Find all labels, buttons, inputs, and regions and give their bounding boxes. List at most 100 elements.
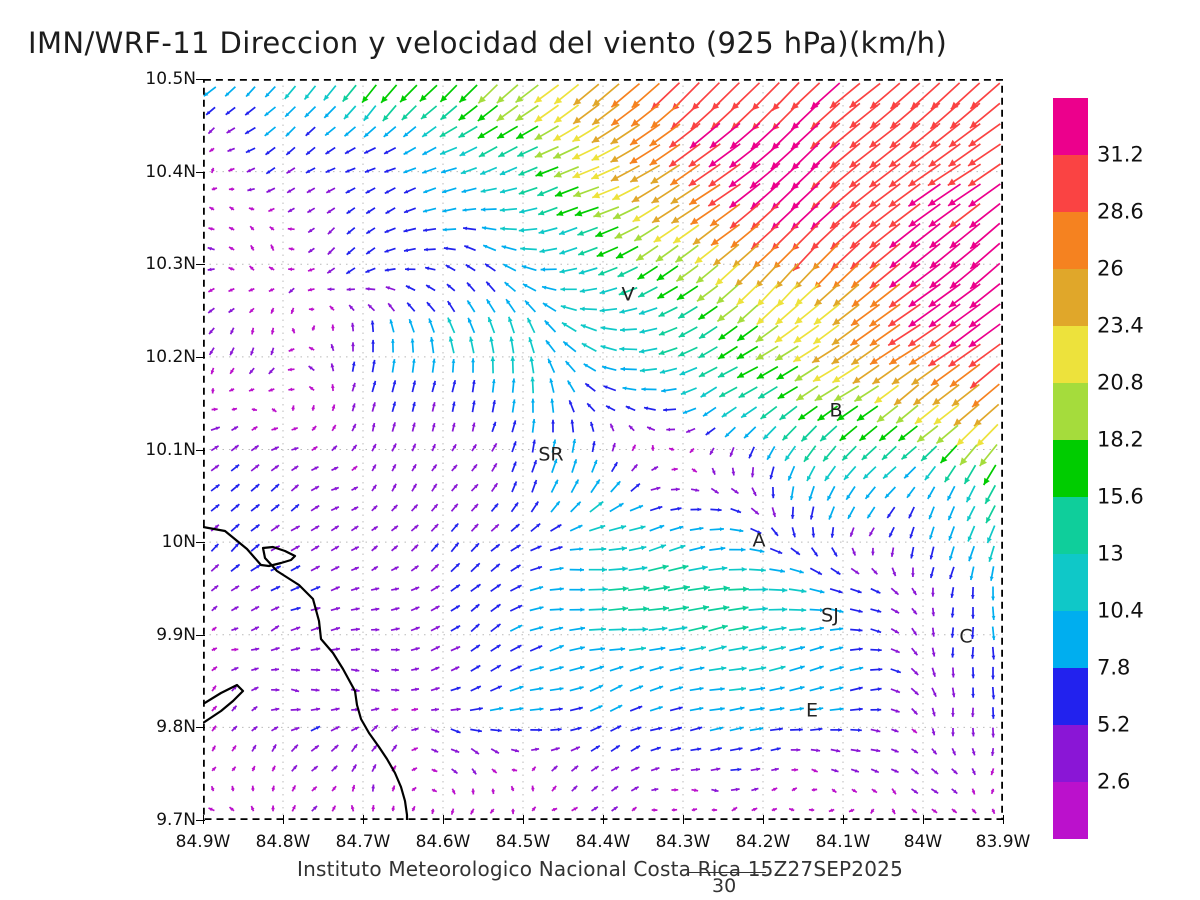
wind-vector-arrow (755, 345, 779, 361)
wind-vector-arrow (774, 345, 799, 362)
wind-vector-arrow (869, 323, 901, 347)
wind-vector-arrow (230, 563, 241, 572)
wind-vector-arrow (291, 427, 298, 431)
wind-vector-arrow (208, 227, 215, 231)
wind-vector-arrow (270, 347, 275, 356)
y-axis-tick-label: 10N (161, 532, 196, 553)
wind-vector-arrow (471, 379, 476, 393)
wind-vector-arrow (390, 525, 399, 532)
wind-vector-arrow (466, 299, 476, 313)
wind-vector-arrow (288, 267, 295, 272)
wind-vector-arrow (496, 84, 519, 104)
wind-vector-arrow (371, 402, 376, 412)
wind-vector-arrow (591, 459, 598, 473)
wind-vector-arrow (790, 547, 801, 556)
wind-vector-arrow (250, 585, 261, 592)
wind-vector-arrow (303, 85, 317, 101)
wind-vector-arrow (812, 324, 840, 345)
y-axis-tick-mark (196, 171, 205, 173)
y-axis-tick-label: 10.1N (145, 439, 196, 460)
wind-vector-arrow (345, 267, 356, 275)
wind-vector-arrow (847, 506, 856, 520)
colorbar-tick-label: 20.8 (1097, 370, 1144, 395)
wind-vector-arrow (208, 347, 215, 356)
wind-vector-arrow (612, 205, 640, 220)
wind-vector-arrow (343, 105, 357, 120)
wind-vector-arrow (250, 523, 261, 532)
wind-vector-arrow (788, 607, 807, 613)
wind-vector-arrow (680, 387, 697, 396)
x-axis-tick-label: 84.8W (255, 832, 311, 852)
wind-vector-arrow (708, 645, 727, 652)
wind-vector-arrow (628, 626, 648, 632)
wind-vector-arrow (588, 567, 607, 573)
wind-vector-arrow (305, 167, 316, 174)
wind-vector-arrow (569, 567, 585, 572)
wind-vector-arrow (210, 464, 220, 472)
wind-vector-arrow (361, 84, 377, 104)
wind-vector-arrow (229, 347, 235, 356)
wind-vector-arrow (530, 501, 540, 513)
colorbar-band (1053, 725, 1088, 782)
wind-vector-arrow (813, 283, 840, 307)
wind-vector-arrow (643, 406, 656, 411)
wind-vector-arrow (826, 485, 836, 501)
wind-vector-arrow (210, 524, 220, 532)
wind-vector-arrow (850, 567, 860, 575)
x-axis-tick-mark (683, 815, 684, 824)
colorbar-band (1053, 668, 1088, 725)
wind-vector-arrow (431, 358, 436, 373)
wind-vector-arrow (230, 483, 240, 492)
wind-vector-arrow (346, 246, 356, 256)
wind-vector-arrow (509, 624, 523, 632)
x-axis-tick-label: 84.2W (735, 832, 791, 852)
wind-vector-arrow (463, 245, 476, 252)
wind-vector-arrow (529, 356, 535, 374)
wind-vector-arrow (507, 316, 516, 334)
wind-vector-arrow (864, 486, 876, 500)
wind-vector-arrow (708, 163, 741, 188)
wind-vector-arrow (968, 303, 1001, 328)
wind-vector-arrow (245, 86, 256, 98)
wind-vector-arrow (628, 424, 635, 432)
wind-vector-arrow (496, 125, 519, 140)
y-axis-tick-label: 10.5N (145, 69, 196, 89)
wind-vector-arrow (270, 483, 280, 492)
wind-vector-arrow (800, 425, 818, 442)
wind-vector-arrow (787, 465, 796, 481)
wind-vector-arrow (630, 103, 661, 127)
wind-vector-arrow (291, 446, 299, 451)
wind-vector-arrow (750, 467, 755, 478)
wind-vector-arrow (985, 505, 996, 524)
wind-vector-arrow (451, 401, 456, 412)
wind-vector-arrow (559, 246, 578, 255)
wind-vector-arrow (307, 247, 315, 254)
wind-vector-arrow (440, 167, 457, 174)
wind-vector-arrow (538, 227, 558, 235)
wind-vector-arrow (248, 387, 255, 392)
wind-vector-arrow (371, 565, 379, 572)
wind-vector-arrow (351, 361, 356, 372)
wind-vector-arrow (882, 466, 897, 480)
wind-vector-arrow (326, 267, 336, 274)
wind-vector-arrow (691, 468, 698, 473)
wind-vector-arrow (588, 606, 608, 612)
wind-vector-arrow (591, 103, 620, 126)
wind-vector-arrow (566, 380, 576, 393)
x-axis-tick-mark (523, 815, 524, 824)
wind-vector-arrow (519, 207, 538, 214)
wind-vector-arrow (610, 480, 621, 493)
wind-vector-arrow (690, 203, 721, 226)
wind-vector-arrow (270, 585, 281, 592)
wind-vector-arrow (641, 387, 657, 392)
wind-vector-arrow (771, 486, 776, 499)
wind-vector-arrow (470, 503, 479, 512)
wind-vector-arrow (965, 485, 976, 503)
y-axis-tick-mark (196, 542, 205, 544)
wind-vector-arrow (887, 323, 921, 347)
wind-vector-arrow (890, 587, 900, 596)
wind-vector-arrow (403, 187, 417, 194)
wind-vector-arrow (264, 146, 276, 156)
wind-vector-arrow (246, 167, 256, 173)
wind-vector-arrow (895, 404, 919, 424)
